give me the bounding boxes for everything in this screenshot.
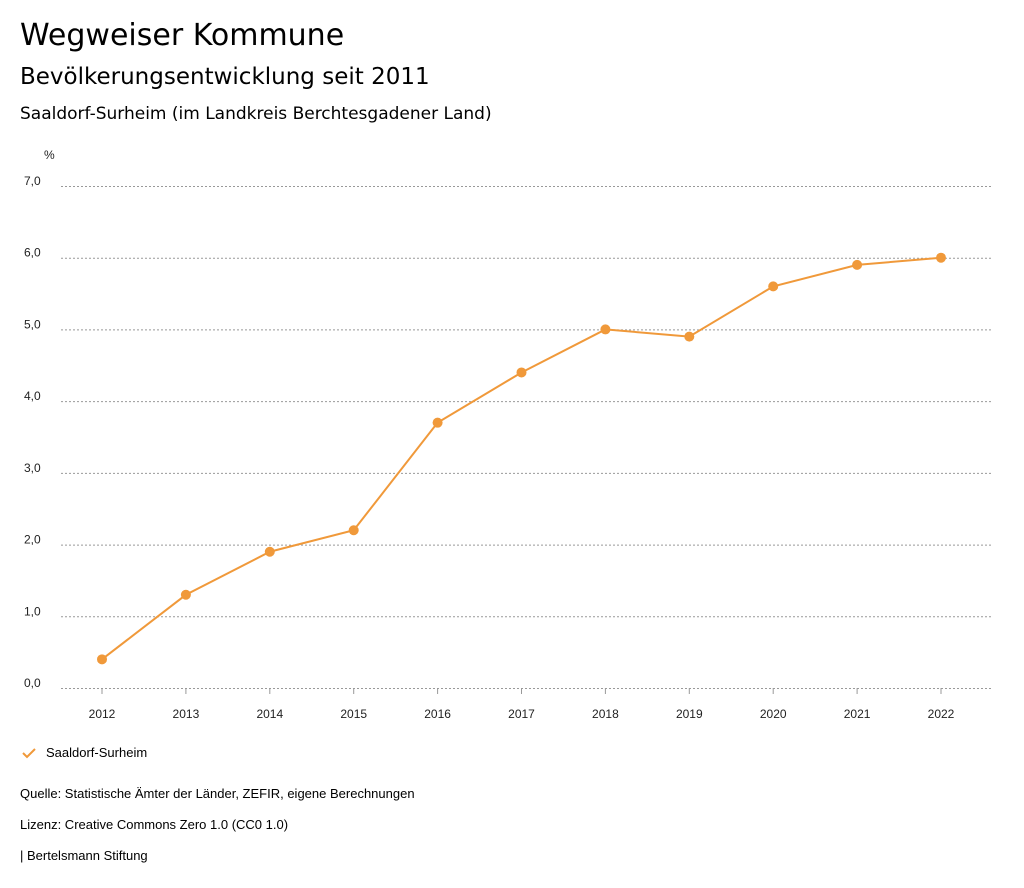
region-label: Saaldorf-Surheim (im Landkreis Berchtesg… — [20, 104, 492, 124]
y-tick-label: 0,0 — [24, 676, 41, 690]
data-point[interactable] — [180, 589, 191, 600]
x-tick-label: 2014 — [256, 707, 283, 721]
page-title: Wegweiser Kommune — [20, 18, 345, 53]
y-tick-label: 1,0 — [24, 604, 41, 618]
legend-item-saaldorf-surheim: Saaldorf-Surheim — [46, 745, 148, 760]
y-tick-label: 6,0 — [24, 246, 41, 260]
x-tick-label: 2013 — [173, 707, 200, 721]
publisher-note: | Bertelsmann Stiftung — [20, 848, 148, 863]
data-point[interactable] — [600, 324, 611, 335]
y-axis-label: % — [44, 148, 55, 162]
x-tick-label: 2016 — [424, 707, 451, 721]
x-tick-label: 2017 — [508, 707, 535, 721]
data-point[interactable] — [768, 281, 779, 292]
x-tick-label: 2015 — [340, 707, 367, 721]
data-point[interactable] — [432, 417, 443, 428]
source-note: Quelle: Statistische Ämter der Länder, Z… — [20, 786, 415, 801]
data-point[interactable] — [97, 654, 107, 665]
x-tick-label: 2022 — [928, 707, 955, 721]
y-tick-label: 3,0 — [24, 461, 41, 475]
x-tick-label: 2020 — [760, 707, 787, 721]
data-point[interactable] — [936, 252, 946, 263]
y-tick-label: 5,0 — [24, 317, 41, 331]
license-note: Lizenz: Creative Commons Zero 1.0 (CC0 1… — [20, 817, 289, 832]
data-point[interactable] — [684, 331, 695, 342]
x-tick-label: 2021 — [844, 707, 871, 721]
x-tick-label: 2018 — [592, 707, 619, 721]
data-point[interactable] — [348, 525, 359, 536]
y-tick-label: 4,0 — [24, 389, 41, 403]
x-tick-label: 2019 — [676, 707, 703, 721]
data-point[interactable] — [516, 367, 527, 378]
series-line — [101, 256, 942, 661]
y-tick-label: 2,0 — [24, 533, 41, 547]
data-point[interactable] — [852, 259, 863, 270]
chart-subtitle: Bevölkerungsentwicklung seit 2011 — [20, 64, 430, 90]
checkmark-icon — [22, 747, 36, 758]
data-point[interactable] — [264, 546, 275, 557]
y-tick-label: 7,0 — [24, 174, 41, 188]
legend[interactable]: Saaldorf-Surheim — [22, 745, 147, 760]
x-tick-label: 2012 — [89, 707, 116, 721]
